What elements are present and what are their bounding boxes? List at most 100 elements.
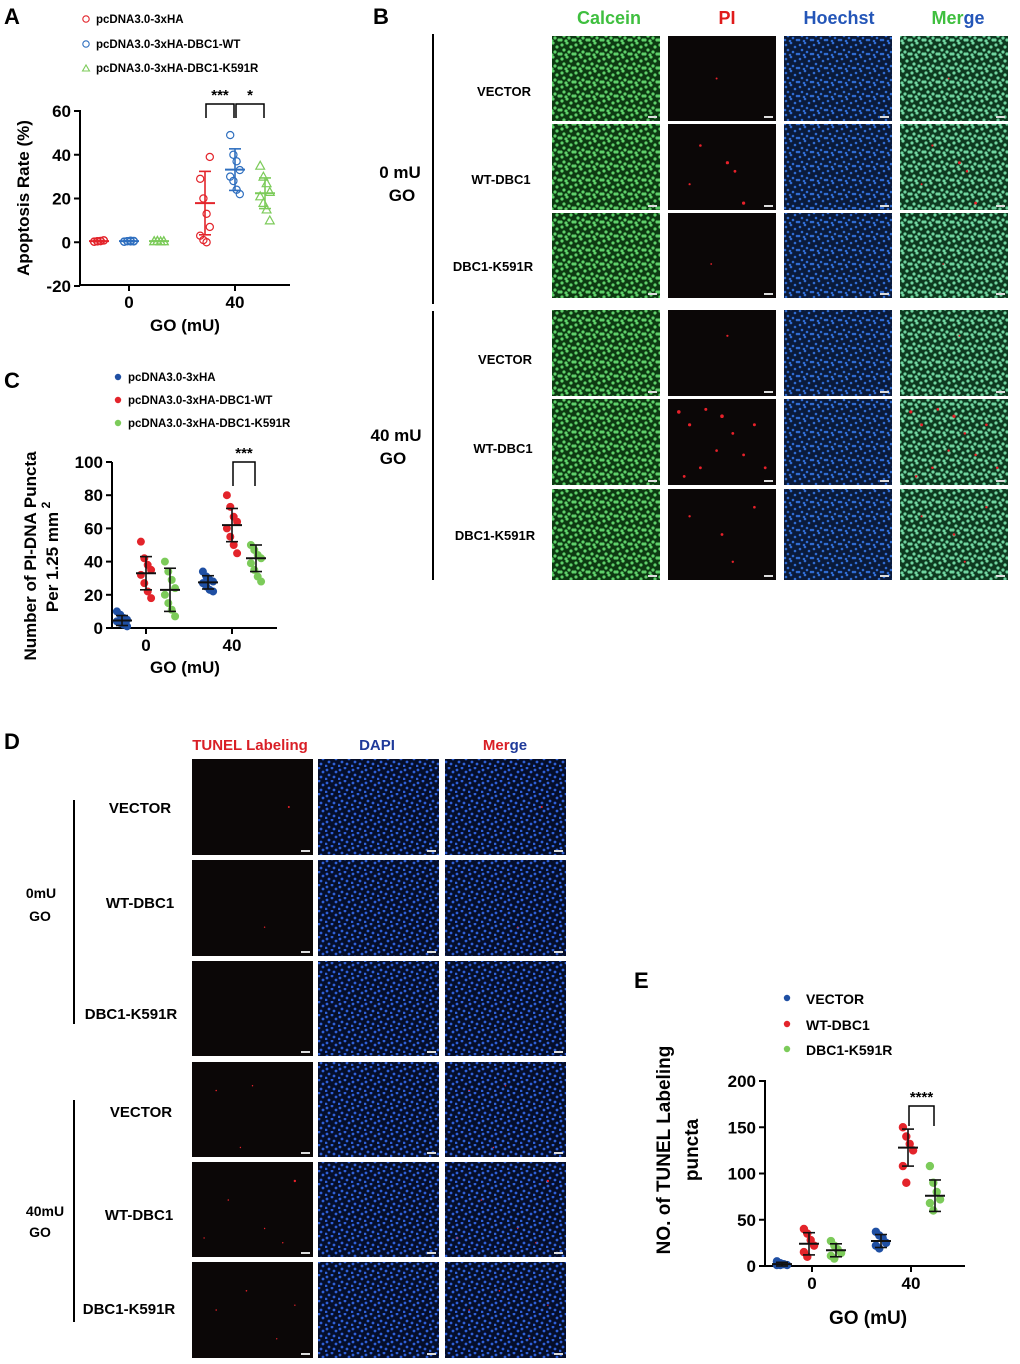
d-img-tunel-r0-field xyxy=(192,759,313,855)
c-point-s2-c0-0 xyxy=(160,557,169,566)
b-img-merge-r1-signal-3 xyxy=(974,201,978,205)
e-point-s2-c1-3 xyxy=(935,1195,945,1204)
d-img-tunel-r4-signal-3 xyxy=(263,1227,266,1230)
d-img-merge-r1-scale-bar xyxy=(554,951,563,953)
b-img-pi-r5-signal-2 xyxy=(753,505,756,509)
chart-a-ylabel: Apoptosis Rate (%) xyxy=(14,120,33,276)
d-img-merge-r5-signal-0 xyxy=(468,1309,471,1311)
panel-b-col-calcein: Calcein xyxy=(577,8,641,28)
e-point-s2-c1-4 xyxy=(925,1198,935,1208)
b-img-pi-r3 xyxy=(668,310,776,396)
legend-e-label-2: DBC1-K591R xyxy=(806,1042,892,1058)
b-img-hoechst-r3 xyxy=(784,310,892,396)
b-img-merge-r2 xyxy=(900,213,1008,298)
panel-b-images xyxy=(552,36,1008,580)
a-ytick-label-3: 40 xyxy=(52,146,71,165)
b-img-calcein-r2-field xyxy=(552,213,660,298)
b-img-hoechst-r1-field xyxy=(784,124,892,210)
b-img-pi-r3-signal-0 xyxy=(726,334,729,337)
b-img-merge-r4-scale-bar xyxy=(996,480,1005,482)
b-img-merge-r2-signal-0 xyxy=(942,263,945,265)
b-img-pi-r4-signal-7 xyxy=(763,466,767,470)
b-img-calcein-r5-scale-bar xyxy=(648,575,657,577)
chart-a-xlabel: GO (mU) xyxy=(150,316,220,335)
panel-d-col-dapi: DAPI xyxy=(359,737,395,754)
chart-c-ylabel-line1: Number of PI-DNA Puncta xyxy=(21,451,40,661)
chart-e: VECTOR WT-DBC1 DBC1-K591R 0 50 100 150 200 0… xyxy=(654,991,965,1329)
chart-c-ylabel-line2: Per 1.25 mm xyxy=(43,512,62,612)
c-point-s1-c0-7 xyxy=(147,594,156,603)
d-img-tunel-r0-scale-bar xyxy=(301,850,310,852)
c-sig-bracket-0 xyxy=(232,461,256,486)
b-img-merge-r4-signal-9 xyxy=(974,453,977,457)
panel-b: Calcein PI Hoechst Merge 0 mU GO 40 mU G… xyxy=(370,8,985,580)
c-point-s2-c0-4 xyxy=(160,590,169,599)
c-point-s1-c1-7 xyxy=(233,549,242,558)
b-img-hoechst-r5-field xyxy=(784,489,892,580)
panel-d-col-merge: Merge xyxy=(483,737,527,754)
b-img-pi-r1-scale-bar xyxy=(764,205,773,207)
b-img-pi-r4-signal-4 xyxy=(731,432,735,435)
d-img-merge-r5-signal-2 xyxy=(529,1338,531,1340)
b-img-hoechst-r4-scale-bar xyxy=(880,480,889,482)
b-img-calcein-r3-field xyxy=(552,310,660,396)
chart-e-ylabel-line2: puncta xyxy=(682,1118,703,1181)
b-img-calcein-r3 xyxy=(552,310,660,396)
d-img-tunel-r3-signal-1 xyxy=(251,1085,254,1087)
d-img-dapi-r5 xyxy=(318,1262,439,1358)
b-img-pi-r4-signal-3 xyxy=(720,414,724,419)
chart-a-legend: pcDNA3.0-3xHA pcDNA3.0-3xHA-DBC1-WT pcDN… xyxy=(81,14,259,75)
panel-b-group-0-line1: 0 mU xyxy=(379,163,421,182)
c-point-s2-c1-4 xyxy=(246,559,255,568)
d-img-tunel-r5-signal-1 xyxy=(245,1290,248,1292)
d-img-merge-r4-signal-3 xyxy=(516,1227,519,1230)
legend-a-label-2: pcDNA3.0-3xHA-DBC1-K591R xyxy=(96,63,259,75)
legend-e-marker-2 xyxy=(783,1045,791,1053)
b-img-calcein-r4 xyxy=(552,399,660,485)
b-img-pi-r3-field xyxy=(668,310,776,396)
e-xtick-label-0: 0 xyxy=(807,1274,816,1293)
e-ytick-label-2: 100 xyxy=(728,1165,756,1184)
d-img-merge-r4 xyxy=(445,1162,566,1257)
b-img-hoechst-r0-scale-bar xyxy=(880,116,889,118)
b-img-pi-r1-field xyxy=(668,124,776,210)
panel-b-group-1-line2: GO xyxy=(380,449,406,468)
d-img-merge-r2-scale-bar xyxy=(554,1051,563,1053)
b-img-pi-r2 xyxy=(668,213,776,298)
a-point-s0-c1-6 xyxy=(202,238,211,247)
b-img-merge-r5 xyxy=(900,489,1008,580)
b-img-calcein-r1 xyxy=(552,124,660,210)
a-point-s0-c1-0 xyxy=(195,174,205,184)
e-point-s1-c1-1 xyxy=(902,1132,911,1141)
e-point-s1-c1-5 xyxy=(902,1178,911,1187)
d-img-dapi-r4 xyxy=(318,1162,439,1257)
chart-c: pcDNA3.0-3xHA pcDNA3.0-3xHA-DBC1-WT pcDN… xyxy=(21,372,291,677)
b-img-pi-r2-field xyxy=(668,213,776,298)
legend-a-marker-0 xyxy=(82,15,90,23)
b-img-merge-r1-signal-0 xyxy=(931,144,934,147)
d-img-merge-r4-signal-0 xyxy=(480,1199,483,1201)
b-img-merge-r1 xyxy=(900,124,1008,210)
b-img-calcein-r0 xyxy=(552,36,660,121)
b-img-hoechst-r5-scale-bar xyxy=(880,575,889,577)
b-img-pi-r4-signal-8 xyxy=(699,466,702,470)
d-img-tunel-r0 xyxy=(192,759,313,855)
b-img-pi-r5 xyxy=(668,489,776,580)
a-point-s1-c1-1 xyxy=(229,150,238,159)
chart-c-xlabel: GO (mU) xyxy=(150,658,220,677)
d-img-tunel-r3 xyxy=(192,1062,313,1157)
d-img-tunel-r1 xyxy=(192,860,313,956)
b-img-merge-r3-scale-bar xyxy=(996,391,1005,393)
b-img-merge-r4-signal-3 xyxy=(952,414,956,418)
d-img-merge-r3 xyxy=(445,1062,566,1157)
d-img-tunel-r3-scale-bar xyxy=(301,1152,310,1154)
d-img-tunel-r5-scale-bar xyxy=(301,1353,310,1355)
panel-letter-a: A xyxy=(4,4,20,29)
b-img-calcein-r5-field xyxy=(552,489,660,580)
d-img-tunel-r4-signal-0 xyxy=(227,1199,230,1201)
c-point-s1-c0-0 xyxy=(136,537,145,546)
d-img-tunel-r2 xyxy=(192,961,313,1056)
d-img-tunel-r3-signal-0 xyxy=(215,1089,217,1092)
b-img-pi-r5-signal-3 xyxy=(731,560,734,563)
c-point-s1-c1-0 xyxy=(222,491,231,500)
